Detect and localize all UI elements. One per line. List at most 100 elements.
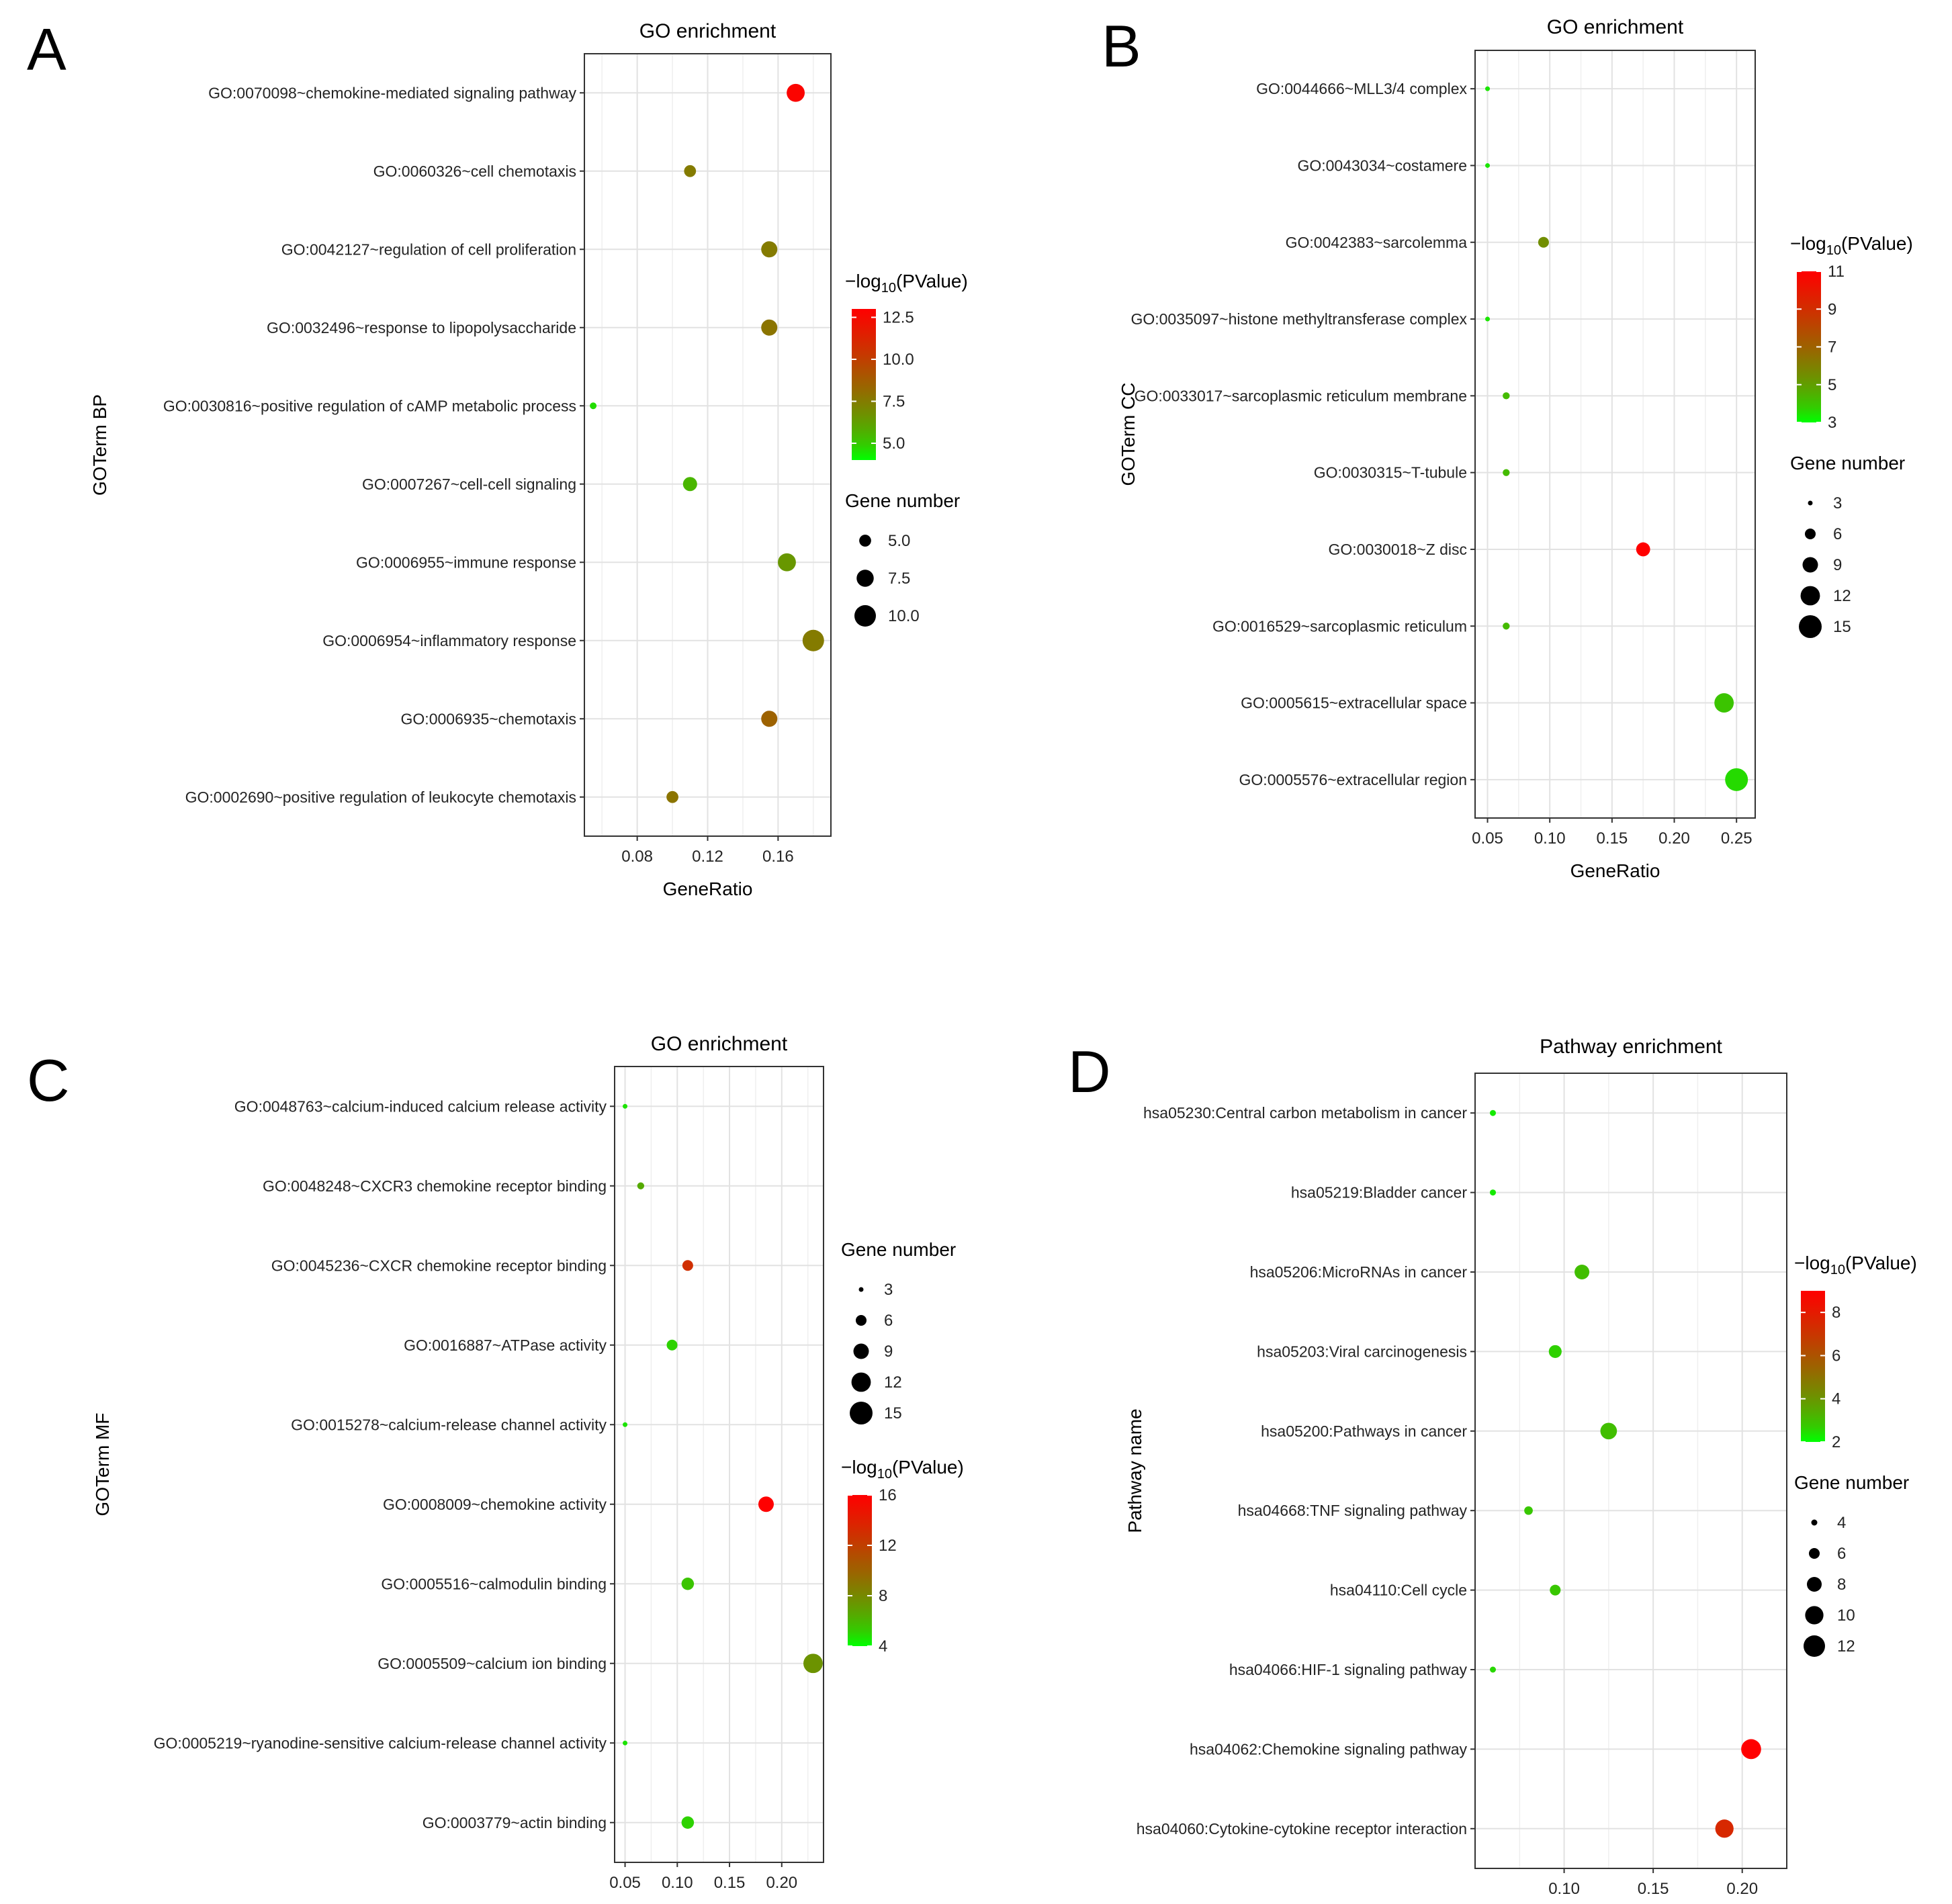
y-axis-title: GOTerm MF	[92, 1413, 113, 1516]
pvalue-legend-label: 12	[879, 1537, 897, 1555]
panel-letter-b: B	[1102, 13, 1141, 79]
category-label: GO:0070098~chemokine-mediated signaling …	[208, 84, 576, 101]
category-label: hsa04668:TNF signaling pathway	[1238, 1502, 1468, 1519]
x-tick-label: 0.15	[714, 1874, 746, 1892]
category-label: GO:0044666~MLL3/4 complex	[1256, 80, 1467, 97]
gene-number-legend-label: 12	[1837, 1637, 1855, 1656]
category-label: GO:0005219~ryanodine-sensitive calcium-r…	[154, 1734, 607, 1752]
data-point	[1548, 1345, 1562, 1358]
data-point	[1485, 86, 1491, 91]
category-label: hsa04110:Cell cycle	[1330, 1582, 1467, 1599]
data-point	[1600, 1422, 1617, 1440]
panel-pathway: 0.10 0.15 0.20 hsa05230:Central carbon meta…	[976, 952, 1952, 1904]
pvalue-legend-label: 8	[879, 1587, 887, 1605]
plot-area	[1475, 1073, 1787, 1868]
y-axis-title: GOTerm CC	[1118, 383, 1139, 486]
gene-number-legend-label: 7.5	[888, 570, 910, 588]
gene-number-legend-dot	[850, 1402, 873, 1424]
category-label: GO:0005509~calcium ion binding	[378, 1655, 607, 1672]
category-label: GO:0003779~actin binding	[423, 1814, 607, 1831]
gene-number-legend-dot	[1804, 1635, 1825, 1657]
gene-number-legend-title: Gene number	[845, 490, 960, 511]
data-point	[802, 629, 824, 651]
category-label: GO:0006954~inflammatory response	[322, 632, 576, 649]
category-label: GO:0030018~Z disc	[1329, 541, 1467, 558]
category-label: hsa05206:MicroRNAs in cancer	[1250, 1263, 1468, 1281]
category-label: GO:0006935~chemotaxis	[401, 710, 576, 727]
data-point	[1524, 1506, 1533, 1515]
gene-number-legend-dot	[856, 570, 874, 587]
category-label: hsa05230:Central carbon metabolism in ca…	[1143, 1104, 1467, 1122]
gene-number-legend-dot	[1805, 1606, 1824, 1625]
data-point	[681, 1816, 695, 1829]
gene-number-legend-dot	[854, 605, 876, 627]
category-label: GO:0060326~cell chemotaxis	[373, 163, 576, 180]
pvalue-legend-label: 4	[1832, 1390, 1840, 1408]
x-axis-title: GeneRatio	[1570, 860, 1660, 881]
x-tick-label: 0.10	[1534, 829, 1566, 848]
chart-title: GO enrichment	[1547, 16, 1684, 38]
y-axis-title: Pathway name	[1124, 1408, 1145, 1533]
gene-number-legend-dot	[1800, 586, 1820, 606]
x-tick-label: 0.10	[1548, 1880, 1580, 1898]
gene-number-legend-label: 4	[1837, 1514, 1846, 1532]
data-point	[1485, 316, 1491, 322]
gene-number-legend-label: 9	[1833, 556, 1842, 574]
x-tick-label: 0.15	[1638, 1880, 1669, 1898]
gene-number-legend-label: 6	[1833, 525, 1842, 543]
gene-number-legend-dot	[851, 1372, 871, 1392]
category-label: GO:0042127~regulation of cell proliferat…	[281, 240, 576, 258]
gene-number-legend-dot	[1811, 1519, 1818, 1526]
data-point	[684, 165, 697, 177]
data-point	[1503, 392, 1510, 400]
data-point	[1490, 1189, 1497, 1196]
data-point	[623, 1422, 628, 1427]
data-point	[1741, 1739, 1761, 1760]
pvalue-legend-label: 11	[1828, 263, 1845, 281]
gene-number-legend-label: 6	[1837, 1545, 1846, 1563]
x-tick-label: 0.16	[762, 848, 794, 866]
data-point	[761, 319, 778, 336]
x-tick-label: 0.20	[766, 1874, 797, 1892]
pvalue-legend-label: 5.0	[883, 435, 905, 453]
x-tick-label: 0.20	[1726, 1880, 1758, 1898]
data-point	[682, 477, 697, 492]
category-label: hsa05219:Bladder cancer	[1291, 1184, 1467, 1202]
x-tick-label: 0.25	[1721, 829, 1753, 848]
data-point	[623, 1740, 628, 1746]
gene-number-legend-dot	[855, 1314, 867, 1326]
gene-number-legend-label: 15	[1833, 618, 1851, 636]
category-label: GO:0007267~cell-cell signaling	[362, 475, 576, 493]
x-tick-label: 0.10	[662, 1874, 693, 1892]
data-point	[761, 241, 778, 258]
chart-title: GO enrichment	[639, 20, 777, 42]
pvalue-legend-label: 5	[1828, 376, 1836, 394]
data-point	[681, 1577, 695, 1590]
category-label: GO:0005615~extracellular space	[1241, 694, 1467, 712]
pvalue-legend-label: 4	[879, 1637, 887, 1656]
gene-number-legend-dot	[859, 535, 871, 547]
gene-number-legend-label: 3	[1833, 494, 1842, 512]
gene-number-legend-dot	[1804, 528, 1816, 540]
pvalue-legend-title: −log10(PValue)	[1794, 1253, 1917, 1277]
x-axis-title: GeneRatio	[663, 878, 753, 899]
data-point	[666, 790, 678, 803]
plot-border	[614, 1066, 824, 1863]
x-tick-label: 0.12	[692, 848, 723, 866]
pvalue-legend-title: −log10(PValue)	[841, 1457, 964, 1482]
category-label: hsa04062:Chemokine signaling pathway	[1190, 1740, 1468, 1758]
go-enrichment-bp-chart: 0.08 0.12 0.16 GO:0070098~chemokine-mediate…	[89, 20, 968, 899]
pvalue-legend-label: 12.5	[883, 309, 914, 327]
go-enrichment-mf-chart: 0.05 0.10 0.15 0.20 GO:0048763~calcium-induc…	[92, 1033, 964, 1892]
data-point	[666, 1339, 678, 1351]
data-point	[1550, 1584, 1561, 1596]
data-point	[761, 711, 778, 727]
x-tick-label: 0.20	[1658, 829, 1690, 848]
pvalue-legend-label: 10.0	[883, 351, 914, 369]
data-point	[1503, 469, 1510, 476]
panel-go-bp: 0.08 0.12 0.16 GO:0070098~chemokine-mediate…	[0, 0, 976, 952]
chart-title: Pathway enrichment	[1540, 1036, 1722, 1058]
category-label: hsa05200:Pathways in cancer	[1261, 1422, 1467, 1440]
panel-go-mf: 0.05 0.10 0.15 0.20 GO:0048763~calcium-induc…	[0, 952, 976, 1904]
go-enrichment-cc-chart: 0.05 0.10 0.15 0.20 0.25 GO:0044666~MLL3/4 co…	[1118, 16, 1913, 881]
